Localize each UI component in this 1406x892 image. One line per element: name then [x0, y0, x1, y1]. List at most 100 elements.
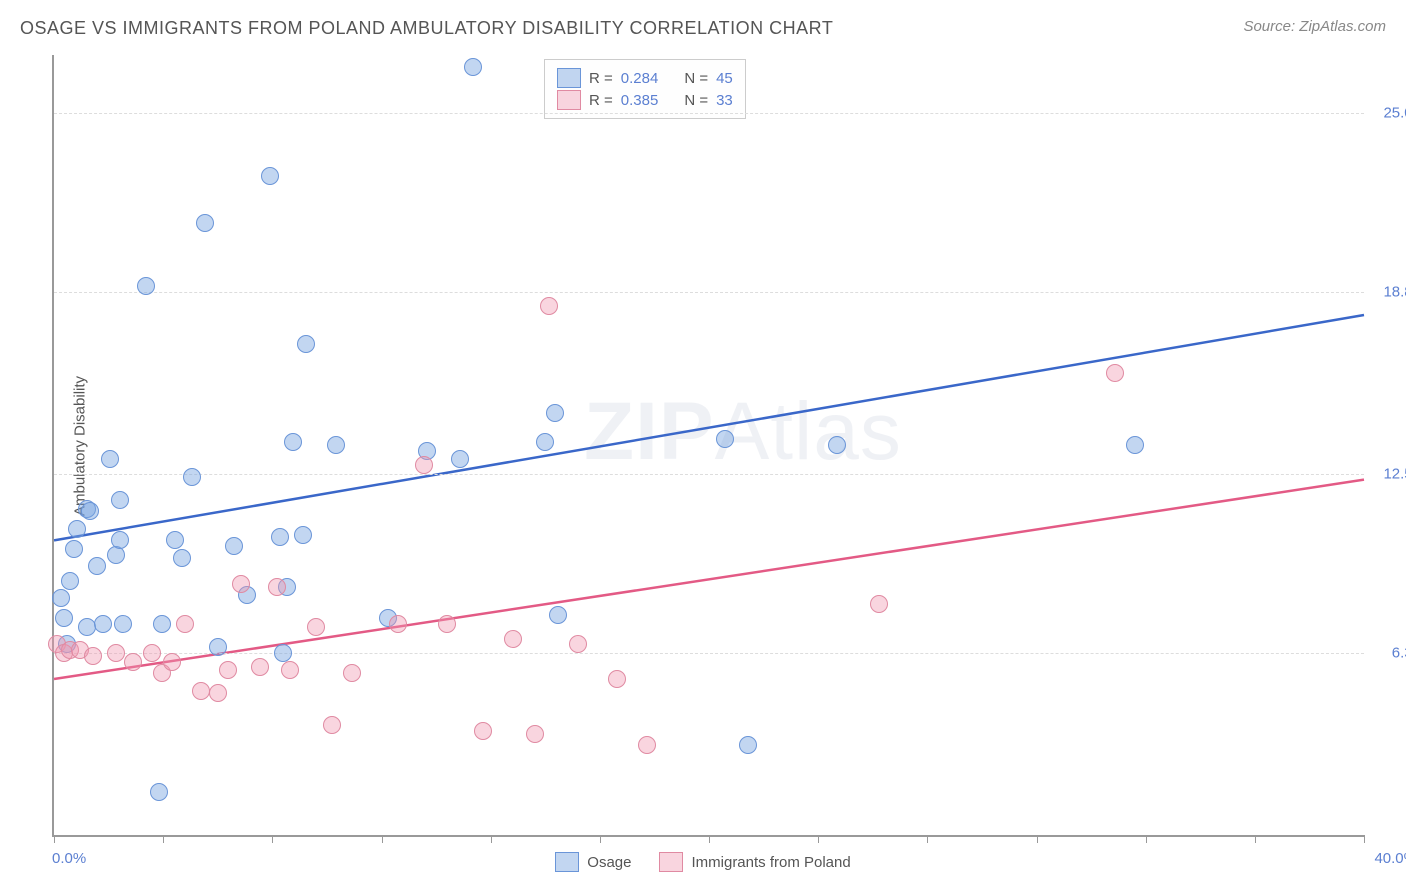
data-point	[536, 433, 554, 451]
data-point	[225, 537, 243, 555]
data-point	[284, 433, 302, 451]
data-point	[251, 658, 269, 676]
data-point	[638, 736, 656, 754]
trend-lines	[54, 55, 1364, 835]
trend-line	[54, 315, 1364, 540]
x-tick	[54, 835, 55, 843]
n-label: N =	[684, 70, 708, 87]
data-point	[474, 722, 492, 740]
data-point	[173, 549, 191, 567]
y-tick-label: 12.5%	[1371, 465, 1406, 482]
data-point	[88, 557, 106, 575]
data-point	[297, 335, 315, 353]
data-point	[78, 618, 96, 636]
watermark: ZIPAtlas	[584, 385, 902, 479]
gridline	[54, 113, 1364, 114]
data-point	[114, 615, 132, 633]
data-point	[569, 635, 587, 653]
y-tick-label: 18.8%	[1371, 283, 1406, 300]
x-tick	[1364, 835, 1365, 843]
data-point	[281, 661, 299, 679]
data-point	[143, 644, 161, 662]
data-point	[870, 595, 888, 613]
x-tick	[382, 835, 383, 843]
x-tick	[163, 835, 164, 843]
data-point	[166, 531, 184, 549]
x-tick	[1255, 835, 1256, 843]
x-tick	[1146, 835, 1147, 843]
chart-title: OSAGE VS IMMIGRANTS FROM POLAND AMBULATO…	[20, 18, 833, 39]
data-point	[526, 725, 544, 743]
data-point	[271, 528, 289, 546]
r-label: R =	[589, 92, 613, 109]
x-tick	[1037, 835, 1038, 843]
data-point	[209, 638, 227, 656]
data-point	[274, 644, 292, 662]
stats-row-poland: R = 0.385 N = 33	[557, 90, 733, 110]
swatch-poland	[557, 90, 581, 110]
data-point	[183, 468, 201, 486]
data-point	[716, 430, 734, 448]
gridline	[54, 292, 1364, 293]
x-tick	[818, 835, 819, 843]
data-point	[438, 615, 456, 633]
stats-row-osage: R = 0.284 N = 45	[557, 68, 733, 88]
data-point	[163, 653, 181, 671]
x-tick	[491, 835, 492, 843]
data-point	[268, 578, 286, 596]
data-point	[107, 644, 125, 662]
swatch-osage	[557, 68, 581, 88]
data-point	[546, 404, 564, 422]
gridline	[54, 653, 1364, 654]
data-point	[504, 630, 522, 648]
watermark-zip: ZIP	[584, 386, 715, 477]
data-point	[451, 450, 469, 468]
watermark-atlas: Atlas	[715, 386, 902, 477]
data-point	[84, 647, 102, 665]
data-point	[232, 575, 250, 593]
y-tick-label: 6.3%	[1371, 645, 1406, 662]
data-point	[196, 214, 214, 232]
data-point	[68, 520, 86, 538]
n-value-osage: 45	[716, 70, 733, 87]
data-point	[55, 609, 73, 627]
data-point	[294, 526, 312, 544]
trend-line	[54, 480, 1364, 679]
data-point	[464, 58, 482, 76]
data-point	[81, 502, 99, 520]
data-point	[549, 606, 567, 624]
n-label: N =	[684, 92, 708, 109]
bottom-legend: Osage Immigrants from Poland	[0, 852, 1406, 872]
r-value-osage: 0.284	[621, 70, 659, 87]
data-point	[94, 615, 112, 633]
data-point	[540, 297, 558, 315]
legend-label-osage: Osage	[587, 854, 631, 871]
data-point	[1126, 436, 1144, 454]
data-point	[323, 716, 341, 734]
data-point	[219, 661, 237, 679]
data-point	[261, 167, 279, 185]
data-point	[415, 456, 433, 474]
data-point	[150, 783, 168, 801]
y-tick-label: 25.0%	[1371, 104, 1406, 121]
data-point	[209, 684, 227, 702]
data-point	[65, 540, 83, 558]
x-tick	[709, 835, 710, 843]
data-point	[192, 682, 210, 700]
data-point	[307, 618, 325, 636]
data-point	[739, 736, 757, 754]
r-label: R =	[589, 70, 613, 87]
data-point	[137, 277, 155, 295]
legend-item-osage: Osage	[555, 852, 631, 872]
data-point	[327, 436, 345, 454]
data-point	[124, 653, 142, 671]
legend-label-poland: Immigrants from Poland	[691, 854, 850, 871]
data-point	[343, 664, 361, 682]
x-tick	[927, 835, 928, 843]
n-value-poland: 33	[716, 92, 733, 109]
gridline	[54, 474, 1364, 475]
data-point	[153, 615, 171, 633]
data-point	[389, 615, 407, 633]
x-tick	[272, 835, 273, 843]
legend-item-poland: Immigrants from Poland	[659, 852, 850, 872]
